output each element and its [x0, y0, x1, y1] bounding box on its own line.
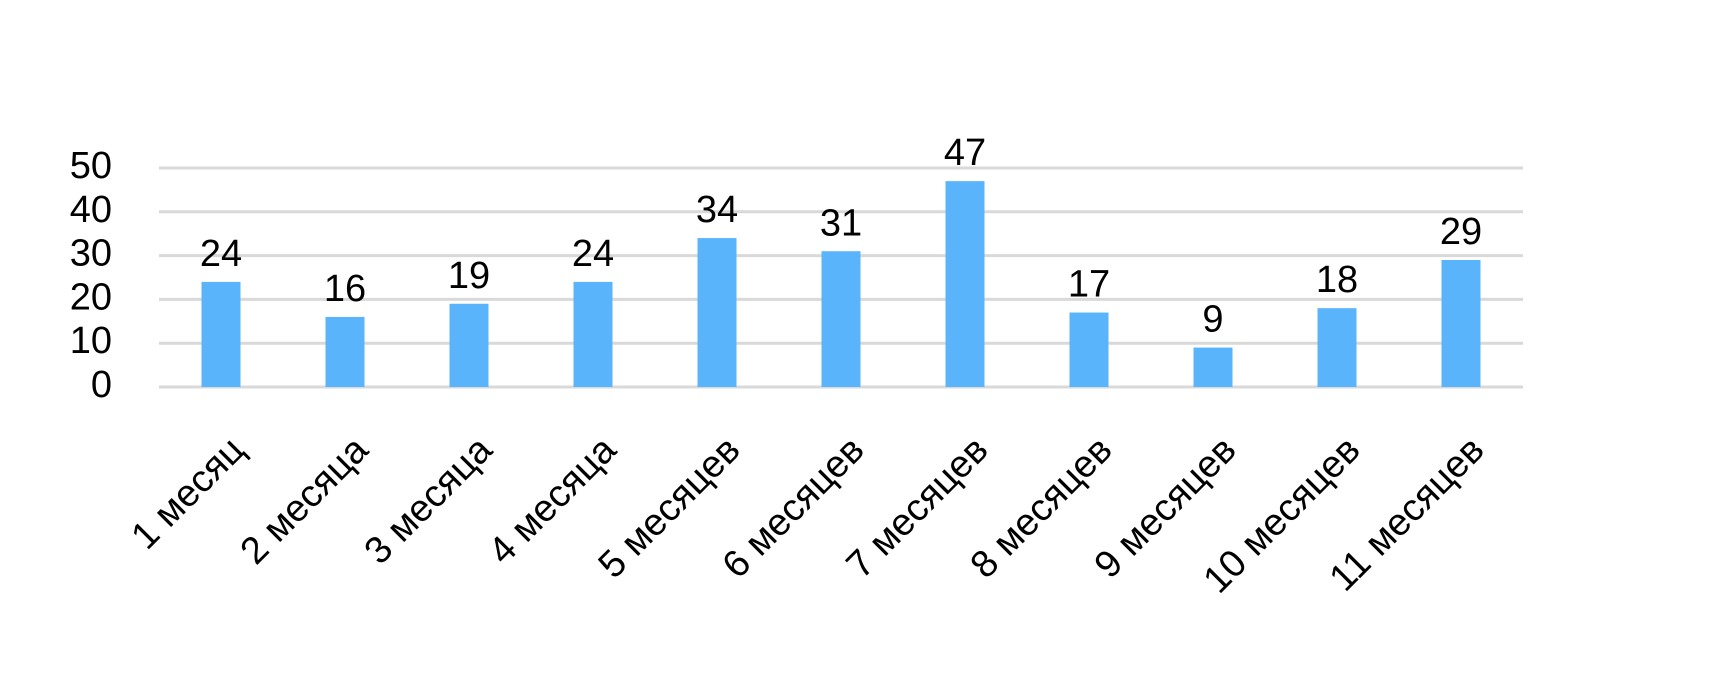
bar [821, 251, 861, 387]
value-label: 19 [448, 255, 490, 297]
value-label: 24 [200, 233, 242, 275]
bar [201, 281, 241, 387]
y-tick-label: 20 [70, 276, 112, 318]
y-tick-label: 10 [70, 320, 112, 362]
value-label: 9 [1202, 299, 1223, 341]
y-tick-label: 30 [70, 233, 112, 275]
value-label: 18 [1316, 259, 1358, 301]
value-label: 34 [696, 189, 738, 231]
value-label: 24 [572, 233, 614, 275]
value-label: 16 [324, 268, 366, 310]
value-label: 17 [1068, 264, 1110, 306]
bar [325, 316, 365, 387]
bar [1441, 259, 1481, 387]
x-tick-label: 1 месяц [124, 429, 253, 558]
bar [573, 281, 613, 387]
x-tick-label: 3 месяца [357, 428, 501, 572]
y-tick-label: 50 [70, 145, 112, 187]
bar [1317, 308, 1357, 387]
bar [945, 181, 985, 387]
bar [1193, 347, 1233, 387]
y-tick-label: 0 [91, 364, 112, 406]
bar [697, 238, 737, 387]
value-label: 47 [944, 132, 986, 174]
value-label: 31 [820, 202, 862, 244]
y-tick-label: 40 [70, 189, 112, 231]
bar [449, 303, 489, 387]
value-label: 29 [1440, 211, 1482, 253]
bar [1069, 312, 1109, 387]
x-tick-label: 2 месяца [233, 428, 377, 572]
